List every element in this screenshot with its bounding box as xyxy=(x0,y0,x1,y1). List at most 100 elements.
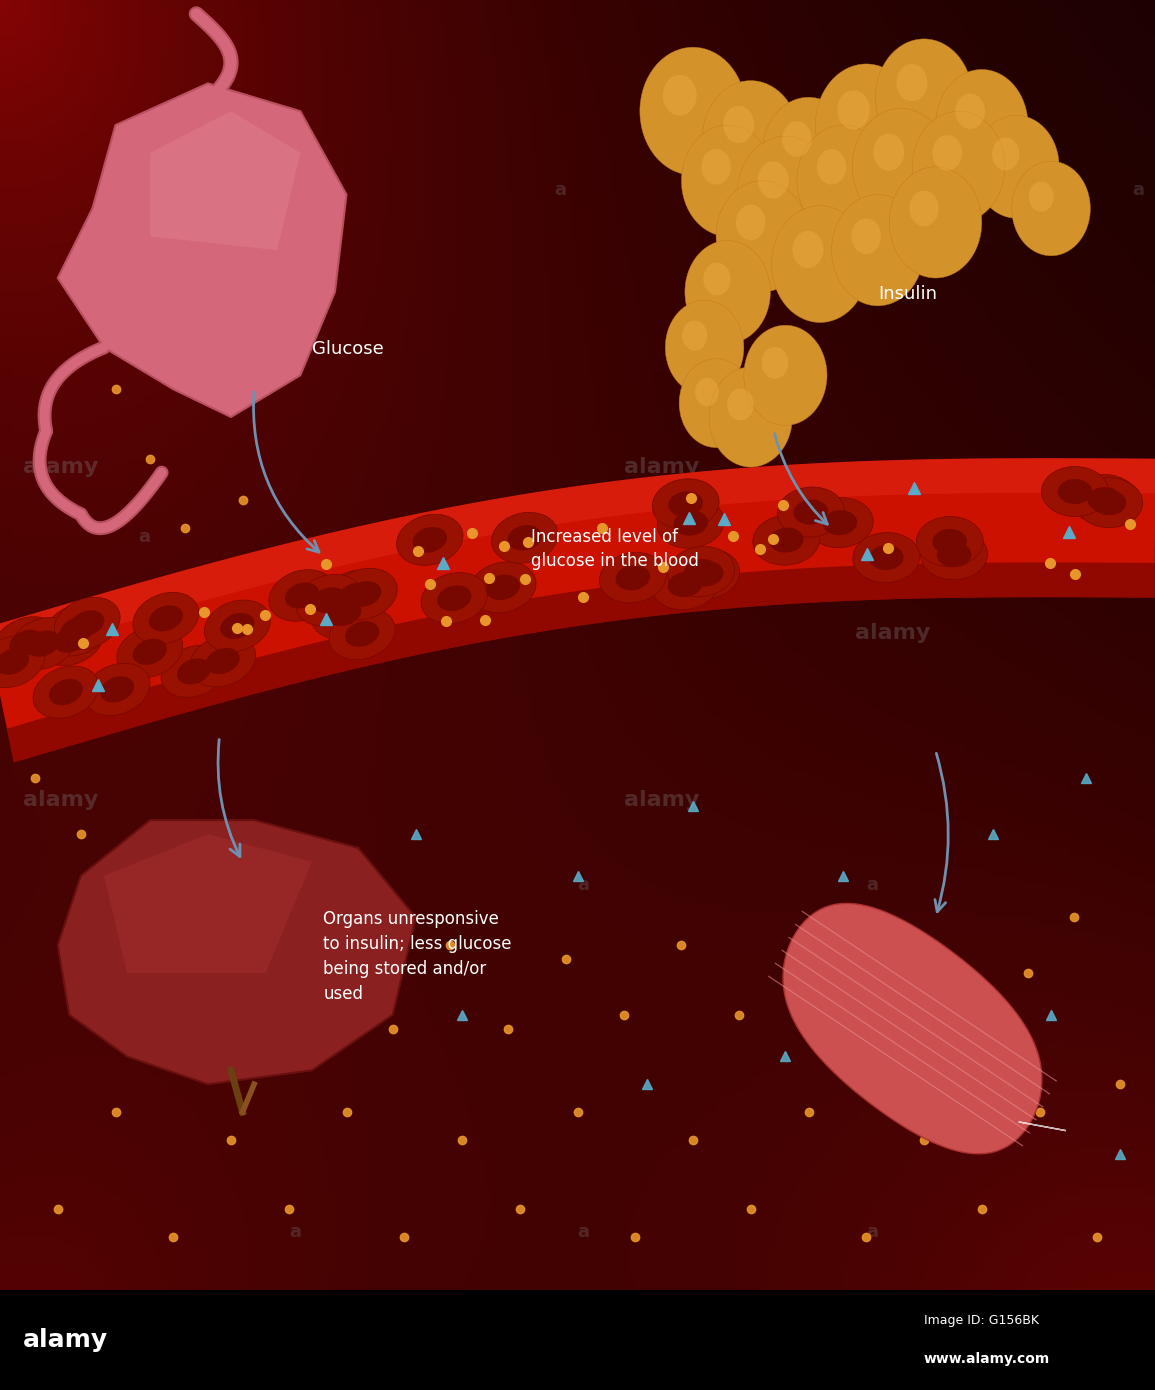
Ellipse shape xyxy=(311,587,378,639)
Ellipse shape xyxy=(331,569,397,620)
Circle shape xyxy=(837,90,870,129)
Text: Increased level of
glucose in the blood: Increased level of glucose in the blood xyxy=(531,528,699,570)
Ellipse shape xyxy=(422,573,487,624)
Polygon shape xyxy=(58,83,346,417)
Polygon shape xyxy=(104,834,312,973)
Ellipse shape xyxy=(485,574,520,600)
Ellipse shape xyxy=(668,546,735,596)
Ellipse shape xyxy=(53,627,88,653)
Circle shape xyxy=(889,167,982,278)
Text: alamy: alamy xyxy=(624,790,699,810)
Text: alamy: alamy xyxy=(23,1327,109,1352)
Text: Glucose: Glucose xyxy=(312,341,383,359)
Ellipse shape xyxy=(84,663,150,716)
Ellipse shape xyxy=(296,574,362,626)
Ellipse shape xyxy=(27,631,60,656)
Circle shape xyxy=(782,121,812,157)
Ellipse shape xyxy=(133,639,166,664)
Ellipse shape xyxy=(412,527,447,553)
Ellipse shape xyxy=(921,530,988,580)
Polygon shape xyxy=(58,820,416,1084)
Text: a: a xyxy=(866,876,878,894)
Ellipse shape xyxy=(100,677,134,702)
Ellipse shape xyxy=(327,600,362,626)
Ellipse shape xyxy=(492,513,558,563)
Circle shape xyxy=(709,367,792,467)
Ellipse shape xyxy=(769,528,804,553)
Ellipse shape xyxy=(673,510,708,535)
Ellipse shape xyxy=(54,598,120,649)
Ellipse shape xyxy=(346,581,381,607)
Ellipse shape xyxy=(673,549,739,599)
Text: a: a xyxy=(866,181,878,199)
Circle shape xyxy=(703,263,731,296)
Ellipse shape xyxy=(651,559,718,610)
Ellipse shape xyxy=(44,603,110,656)
Ellipse shape xyxy=(599,552,666,603)
Ellipse shape xyxy=(753,516,820,566)
Ellipse shape xyxy=(10,617,76,670)
Ellipse shape xyxy=(653,478,720,530)
Ellipse shape xyxy=(329,609,395,660)
Ellipse shape xyxy=(177,659,211,684)
Ellipse shape xyxy=(0,617,59,669)
Ellipse shape xyxy=(937,542,971,567)
Text: a: a xyxy=(1132,181,1143,199)
Ellipse shape xyxy=(0,649,29,674)
Circle shape xyxy=(912,111,1005,222)
Ellipse shape xyxy=(806,498,873,548)
Ellipse shape xyxy=(852,532,919,582)
Text: Insulin: Insulin xyxy=(878,285,937,303)
Circle shape xyxy=(772,206,869,322)
Circle shape xyxy=(683,321,707,350)
Circle shape xyxy=(817,149,847,185)
Circle shape xyxy=(792,231,824,268)
Ellipse shape xyxy=(49,678,83,705)
Ellipse shape xyxy=(60,617,95,644)
Text: a: a xyxy=(866,1223,878,1241)
Circle shape xyxy=(873,133,904,171)
Polygon shape xyxy=(1019,1122,1066,1130)
Ellipse shape xyxy=(1075,478,1142,528)
Circle shape xyxy=(736,204,766,240)
Ellipse shape xyxy=(507,525,542,550)
Circle shape xyxy=(695,378,718,406)
Ellipse shape xyxy=(616,566,650,591)
Ellipse shape xyxy=(322,570,389,621)
Ellipse shape xyxy=(285,582,319,609)
Circle shape xyxy=(851,218,881,254)
Ellipse shape xyxy=(338,582,373,609)
Ellipse shape xyxy=(0,635,45,688)
Ellipse shape xyxy=(345,621,379,646)
Ellipse shape xyxy=(117,626,182,678)
Text: alamy: alamy xyxy=(23,456,98,477)
Circle shape xyxy=(1029,182,1053,211)
Circle shape xyxy=(1012,161,1090,256)
Text: Image ID: G156BK: Image ID: G156BK xyxy=(924,1314,1040,1327)
Circle shape xyxy=(936,70,1028,181)
Circle shape xyxy=(992,138,1020,171)
Ellipse shape xyxy=(396,514,463,566)
Circle shape xyxy=(737,136,834,253)
Ellipse shape xyxy=(657,498,724,548)
Polygon shape xyxy=(0,459,1155,763)
Ellipse shape xyxy=(869,545,903,570)
Text: alamy: alamy xyxy=(323,623,398,644)
Ellipse shape xyxy=(932,530,967,555)
Ellipse shape xyxy=(469,562,536,613)
Circle shape xyxy=(723,106,754,143)
Circle shape xyxy=(896,64,927,101)
Ellipse shape xyxy=(206,648,240,674)
Circle shape xyxy=(932,135,962,171)
Circle shape xyxy=(744,325,827,425)
Text: a: a xyxy=(289,1223,300,1241)
Circle shape xyxy=(974,115,1059,218)
Text: a: a xyxy=(578,1223,589,1241)
Text: a: a xyxy=(578,876,589,894)
Ellipse shape xyxy=(70,610,104,637)
Circle shape xyxy=(640,47,746,175)
Circle shape xyxy=(797,125,889,236)
Circle shape xyxy=(761,346,789,379)
Circle shape xyxy=(716,181,808,292)
Text: alamy: alamy xyxy=(855,623,930,644)
